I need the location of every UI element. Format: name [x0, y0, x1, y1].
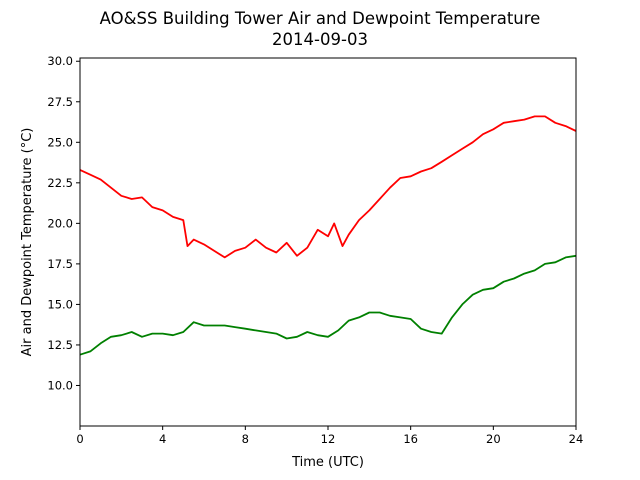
y-axis-ticks: 10.0 12.5 15.0 17.5 20.0 22.5 25.0 27.5 30.0 [47, 54, 80, 392]
chart-title: AO&SS Building Tower Air and Dewpoint Te… [100, 9, 541, 28]
y-tick-label: 27.5 [47, 95, 73, 109]
series-line-0 [79, 115, 577, 259]
x-tick-label: 4 [159, 432, 166, 446]
x-tick-label: 0 [76, 432, 83, 446]
y-tick-label: 30.0 [47, 54, 73, 68]
y-axis-label: Air and Dewpoint Temperature (°C) [20, 128, 35, 357]
series-layer [79, 115, 577, 356]
x-axis-label: Time (UTC) [291, 455, 364, 470]
chart-subtitle: 2014-09-03 [272, 30, 368, 49]
y-tick-label: 12.5 [47, 338, 73, 352]
series-line-1 [79, 254, 577, 356]
x-axis-ticks: 0 4 8 12 16 20 24 [76, 426, 583, 446]
x-tick-label: 20 [486, 432, 501, 446]
y-tick-label: 20.0 [47, 216, 73, 230]
x-tick-label: 16 [403, 432, 418, 446]
y-tick-label: 10.0 [47, 378, 73, 392]
x-tick-label: 24 [569, 432, 584, 446]
y-tick-label: 17.5 [47, 257, 73, 271]
y-tick-label: 22.5 [47, 176, 73, 190]
y-tick-label: 25.0 [47, 135, 73, 149]
plot-area: 0 4 8 12 16 20 24 10.0 12.5 15.0 17.5 20.0 22.5 25.0… [47, 54, 583, 446]
x-tick-label: 8 [242, 432, 249, 446]
y-tick-label: 15.0 [47, 297, 73, 311]
x-tick-label: 12 [321, 432, 336, 446]
